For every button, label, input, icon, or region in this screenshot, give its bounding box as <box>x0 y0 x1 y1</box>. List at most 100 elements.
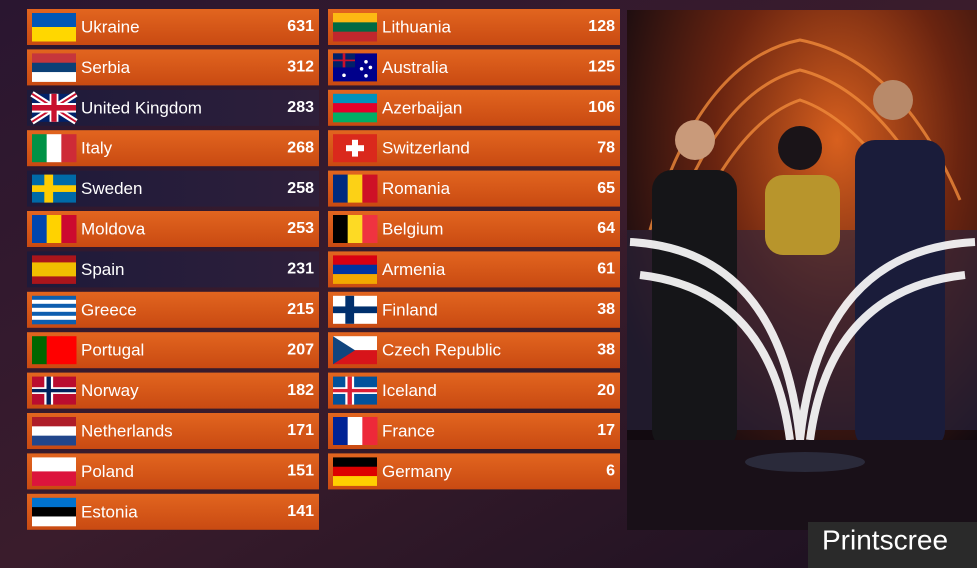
flag-part <box>32 276 76 284</box>
points: 125 <box>588 59 615 76</box>
flag-part <box>333 59 355 62</box>
flag-part <box>333 388 377 393</box>
country-name: Moldova <box>81 219 146 238</box>
watermark-bg <box>808 522 977 568</box>
flag-part <box>32 27 76 42</box>
flag-part <box>32 255 76 263</box>
flag-part <box>333 306 377 314</box>
score-row: Italy 268 <box>27 130 319 167</box>
flag-part <box>32 319 76 325</box>
country-name: Lithuania <box>382 17 452 36</box>
flag-part <box>32 303 76 309</box>
flag-part <box>32 62 76 73</box>
watermark: Printscree <box>822 524 948 555</box>
stage-photo <box>627 10 977 530</box>
flag-part <box>347 215 363 243</box>
country-name: Portugal <box>81 341 144 360</box>
flag-part <box>32 299 76 305</box>
country-name: Estonia <box>81 502 138 521</box>
flag-part <box>32 388 76 393</box>
flag-part <box>46 336 62 365</box>
flag-part <box>362 215 378 243</box>
score-row: Norway 182 <box>27 372 319 409</box>
flag-part <box>32 417 76 427</box>
points: 61 <box>597 261 615 278</box>
points: 151 <box>287 463 314 480</box>
flag-part <box>32 457 76 472</box>
score-row: Armenia 61 <box>328 251 620 288</box>
country-name: Spain <box>81 260 124 279</box>
flag-part <box>61 134 77 163</box>
points: 283 <box>287 99 314 116</box>
country-name: Armenia <box>382 260 446 279</box>
score-row: Romania 65 <box>328 170 620 207</box>
presenters <box>652 80 945 450</box>
score-row: Switzerland 78 <box>328 130 620 167</box>
flag-part <box>46 215 62 243</box>
score-row: Estonia 141 <box>27 493 319 530</box>
flag-part <box>333 274 377 284</box>
flag-part <box>333 22 377 33</box>
country-name: Switzerland <box>382 139 470 158</box>
country-name: Netherlands <box>81 421 173 440</box>
country-name: Czech Republic <box>382 341 502 360</box>
points: 38 <box>597 301 615 318</box>
scoreboard: Ukraine 631 Serbia 312 United Kingdom 283 Ital… <box>27 9 620 530</box>
country-name: Sweden <box>81 179 142 198</box>
flag-part <box>32 105 76 111</box>
score-row: France 17 <box>328 413 620 449</box>
flag-part <box>333 13 377 23</box>
flag-part <box>32 497 76 508</box>
score-row: Czech Republic 38 <box>328 332 620 369</box>
flag-part <box>32 13 76 28</box>
score-row: Poland 151 <box>27 453 319 490</box>
score-row: Portugal 207 <box>27 332 319 369</box>
country-name: Finland <box>382 300 438 319</box>
score-row: Sweden 258 <box>27 170 319 207</box>
country-name: Serbia <box>81 58 131 77</box>
score-row: Moldova 253 <box>27 211 319 247</box>
flag-part <box>364 60 368 64</box>
score-row: Belgium 64 <box>328 211 620 247</box>
flag-part <box>333 466 377 477</box>
flag-part <box>347 417 363 445</box>
country-name: Ukraine <box>81 17 140 36</box>
flag-part <box>333 255 377 266</box>
country-name: Germany <box>382 462 452 481</box>
flag-part <box>32 269 76 277</box>
points: 141 <box>287 503 314 520</box>
points: 253 <box>287 220 314 237</box>
points: 38 <box>597 341 615 358</box>
score-row: Finland 38 <box>328 291 620 328</box>
flag-part <box>32 262 76 270</box>
score-row: Serbia 312 <box>27 49 319 86</box>
score-row: Australia 125 <box>328 49 620 86</box>
flag-part <box>364 74 368 78</box>
flag-part <box>32 471 76 486</box>
country-name: Norway <box>81 381 139 400</box>
flag-part <box>32 311 76 317</box>
flag-part <box>333 93 377 104</box>
flag-part <box>333 215 349 243</box>
points: 182 <box>287 382 314 399</box>
points: 631 <box>287 18 314 35</box>
flag-part <box>333 174 349 203</box>
points: 65 <box>597 180 615 197</box>
points: 64 <box>597 220 615 237</box>
flag-part <box>333 31 377 42</box>
points: 231 <box>287 261 314 278</box>
country-name: Belgium <box>382 219 443 238</box>
flag-part <box>359 67 364 71</box>
points: 17 <box>597 422 615 439</box>
flag-part <box>32 53 76 64</box>
flag-part <box>333 264 377 275</box>
country-name: Italy <box>81 139 113 158</box>
country-name: Greece <box>81 300 137 319</box>
points: 6 <box>606 463 615 480</box>
flag-part <box>61 215 77 243</box>
flag-part <box>32 72 76 82</box>
points: 268 <box>287 139 314 156</box>
flag-part <box>32 507 76 517</box>
flag-part <box>368 65 373 70</box>
